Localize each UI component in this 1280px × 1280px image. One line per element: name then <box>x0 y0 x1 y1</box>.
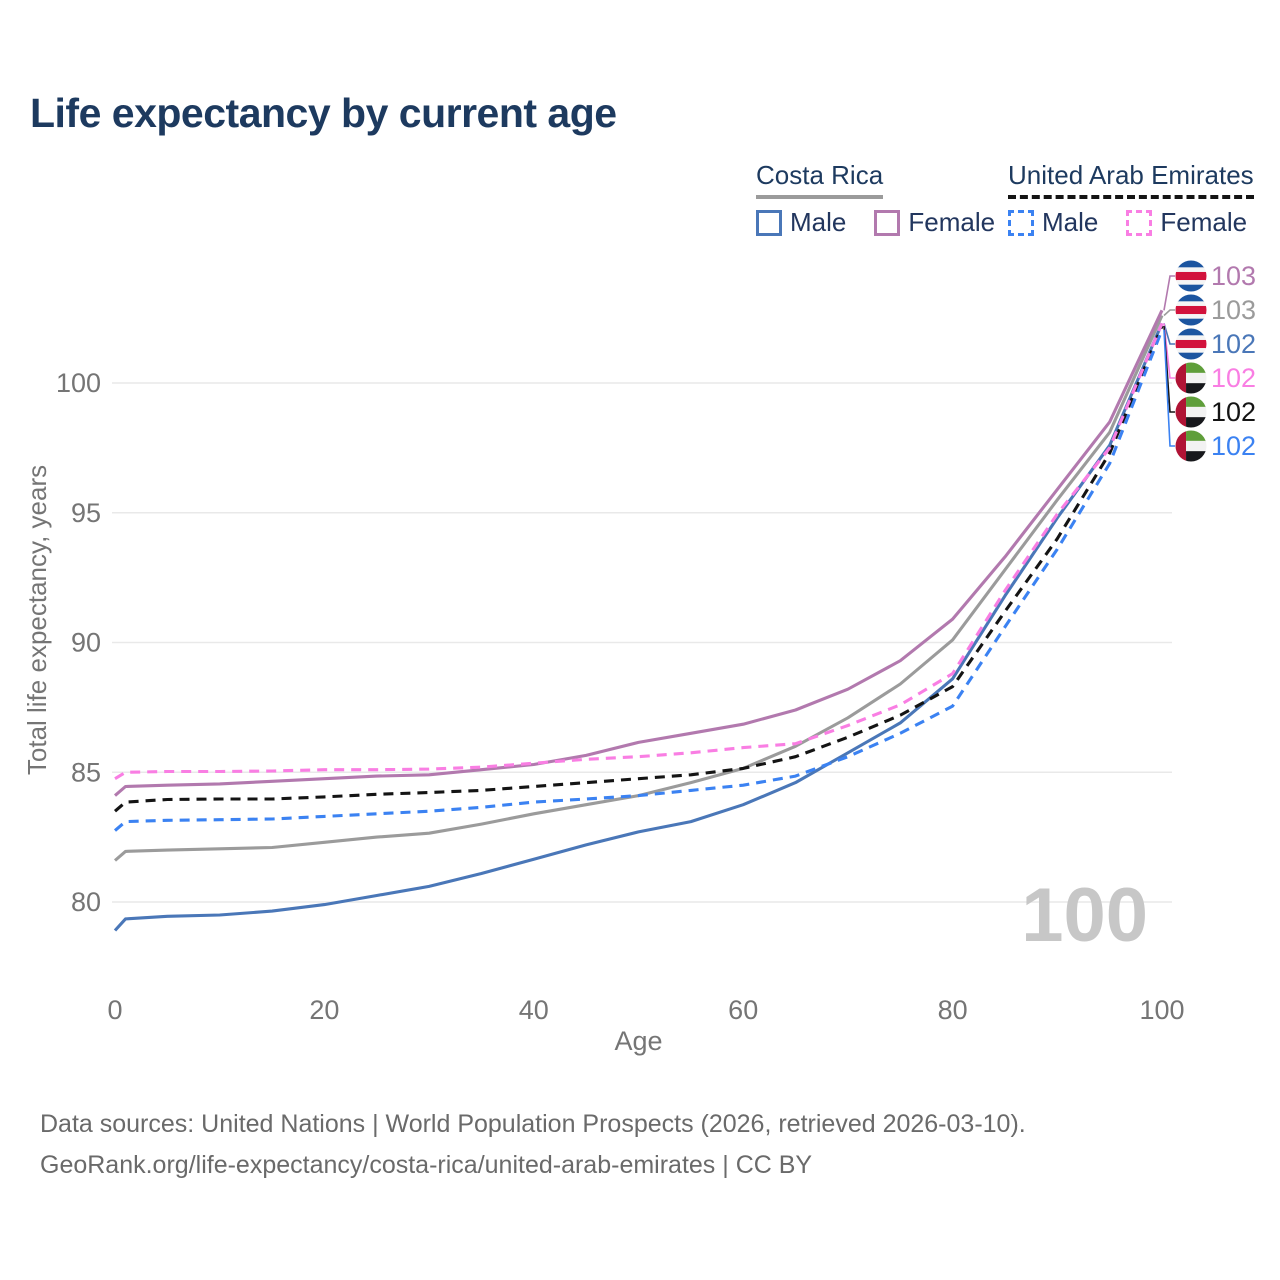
footer: Data sources: United Nations | World Pop… <box>40 1104 1026 1186</box>
legend-group-costa-rica: Costa Rica Male Female <box>756 160 995 238</box>
legend-item-uae-male[interactable]: Male <box>1008 207 1098 238</box>
legend-item-costa-rica-female[interactable]: Female <box>874 207 995 238</box>
x-tick-label-20: 20 <box>309 995 339 1025</box>
end-value-label-costa-rica-male: 102 <box>1211 329 1256 359</box>
y-tick-label-95: 95 <box>71 498 101 528</box>
end-value-label-united-arab-emirates-all: 102 <box>1211 397 1256 427</box>
legend-swatch-uae-female <box>1126 209 1153 236</box>
costa-rica-flag-icon <box>1175 294 1207 326</box>
costa-rica-flag-icon <box>1175 260 1207 292</box>
series-line-united-arab-emirates-male[interactable] <box>113 329 1164 832</box>
end-label-connector-102 <box>1163 323 1175 379</box>
uae-flag-icon <box>1175 430 1207 462</box>
x-tick-label-40: 40 <box>519 995 549 1025</box>
y-tick-label-80: 80 <box>71 887 101 917</box>
end-value-label-costa-rica-female: 103 <box>1211 261 1256 291</box>
line-chart: 100 95 90 85 80 100 0 20 40 60 80 100 Age Total life … <box>22 260 1256 1056</box>
legend-country-uae[interactable]: United Arab Emirates <box>1008 160 1254 199</box>
legend-swatch-uae-male <box>1008 209 1034 236</box>
end-label-connector-102 <box>1163 323 1175 345</box>
page-title: Life expectancy by current age <box>30 90 617 136</box>
y-axis-title: Total life expectancy, years <box>22 465 52 775</box>
legend-label-costa-rica-female: Female <box>908 207 996 237</box>
end-value-label-costa-rica-all: 103 <box>1211 295 1256 325</box>
age-watermark: 100 <box>1021 873 1148 958</box>
end-label-connector-103 <box>1163 275 1175 311</box>
y-tick-label-85: 85 <box>71 757 101 787</box>
legend-label-uae-male: Male <box>1042 207 1099 237</box>
legend-label-costa-rica-male: Male <box>790 207 847 237</box>
legend-row-costa-rica: Male Female <box>756 207 995 238</box>
end-label-connector-103 <box>1163 309 1175 317</box>
legend-item-uae-female[interactable]: Female <box>1126 207 1247 238</box>
x-tick-label-80: 80 <box>938 995 968 1025</box>
y-tick-label-100: 100 <box>56 368 101 398</box>
series-line-costa-rica-male[interactable] <box>113 322 1164 932</box>
x-tick-label-0: 0 <box>107 995 122 1025</box>
x-tick-label-60: 60 <box>728 995 758 1025</box>
y-tick-label-90: 90 <box>71 628 101 658</box>
uae-flag-icon <box>1175 396 1207 428</box>
legend-group-uae: United Arab Emirates Male Female <box>1008 160 1254 238</box>
legend-swatch-costa-rica-female <box>874 209 901 236</box>
x-axis-title: Age <box>614 1026 662 1056</box>
legend-swatch-costa-rica-male <box>756 209 782 236</box>
series-line-costa-rica-female[interactable] <box>113 309 1164 797</box>
footer-data-sources: Data sources: United Nations | World Pop… <box>40 1110 1026 1138</box>
x-tick-label-100: 100 <box>1139 995 1184 1025</box>
end-value-label-united-arab-emirates-male: 102 <box>1211 431 1256 461</box>
series-line-costa-rica-all[interactable] <box>113 314 1164 862</box>
end-value-label-united-arab-emirates-female: 102 <box>1211 363 1256 393</box>
end-label-connector-102 <box>1163 329 1175 447</box>
legend-label-uae-female: Female <box>1160 207 1248 237</box>
uae-flag-icon <box>1175 362 1207 394</box>
legend-country-costa-rica[interactable]: Costa Rica <box>756 160 884 199</box>
legend-item-costa-rica-male[interactable]: Male <box>756 207 846 238</box>
costa-rica-flag-icon <box>1175 328 1207 360</box>
legend-row-uae: Male Female <box>1008 207 1254 238</box>
series-line-united-arab-emirates-female[interactable] <box>114 322 1164 781</box>
footer-attribution: GeoRank.org/life-expectancy/costa-rica/u… <box>40 1151 813 1179</box>
series-line-united-arab-emirates-all[interactable] <box>113 325 1164 813</box>
